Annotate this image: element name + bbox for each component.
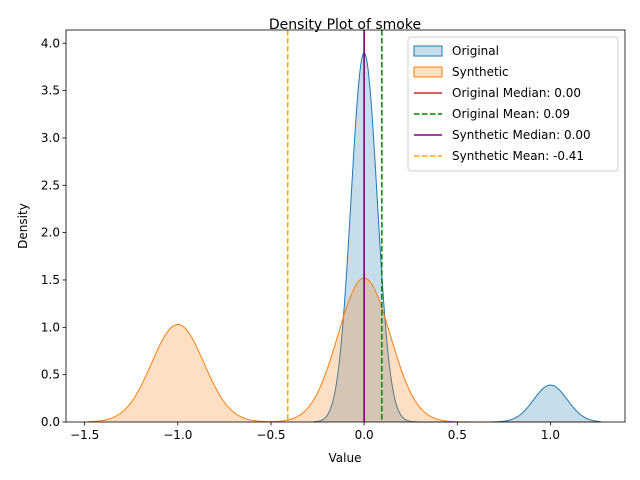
y-tick-label: 4.0	[41, 36, 60, 50]
legend-swatch	[413, 45, 443, 57]
y-tick-label: 1.0	[41, 320, 60, 334]
y-axis-ticks: 0.0 0.5 1.0 1.5 2.0 2.5 3.0 3.5 4.0	[41, 36, 66, 429]
y-tick-label: 0.5	[41, 368, 60, 382]
x-tick-label: −0.5	[256, 428, 285, 442]
x-axis-ticks: −1.5 −1.0 −0.5 0.0 0.5 1.0	[70, 422, 560, 442]
legend-label: Synthetic Mean: -0.41	[452, 149, 584, 163]
x-tick-label: −1.5	[70, 428, 99, 442]
legend-frame	[407, 36, 619, 172]
legend-label: Original	[452, 44, 499, 58]
x-tick-label: −1.0	[163, 428, 192, 442]
legend-label: Synthetic	[452, 65, 509, 79]
legend-label: Original Mean: 0.09	[452, 107, 570, 121]
x-tick-label: 1.0	[541, 428, 560, 442]
legend: Original Synthetic Original Median: 0.00 Or…	[407, 36, 619, 172]
y-tick-label: 1.5	[41, 273, 60, 287]
y-tick-label: 3.0	[41, 131, 60, 145]
plot-area	[88, 30, 601, 423]
legend-swatch	[413, 66, 443, 78]
y-axis-label: Density	[16, 203, 30, 249]
x-tick-label: 0.0	[355, 428, 374, 442]
x-axis-label: Value	[329, 451, 362, 465]
axes-frame	[65, 29, 626, 423]
legend-label: Original Median: 0.00	[452, 86, 581, 100]
legend-label: Synthetic Median: 0.00	[452, 128, 591, 142]
y-tick-label: 0.0	[41, 415, 60, 429]
y-tick-label: 2.0	[41, 226, 60, 240]
series-1-area	[88, 278, 601, 422]
chart-title: Density Plot of smoke	[269, 17, 421, 33]
x-tick-label: 0.5	[448, 428, 467, 442]
y-tick-label: 2.5	[41, 178, 60, 192]
y-tick-label: 3.5	[41, 84, 60, 98]
